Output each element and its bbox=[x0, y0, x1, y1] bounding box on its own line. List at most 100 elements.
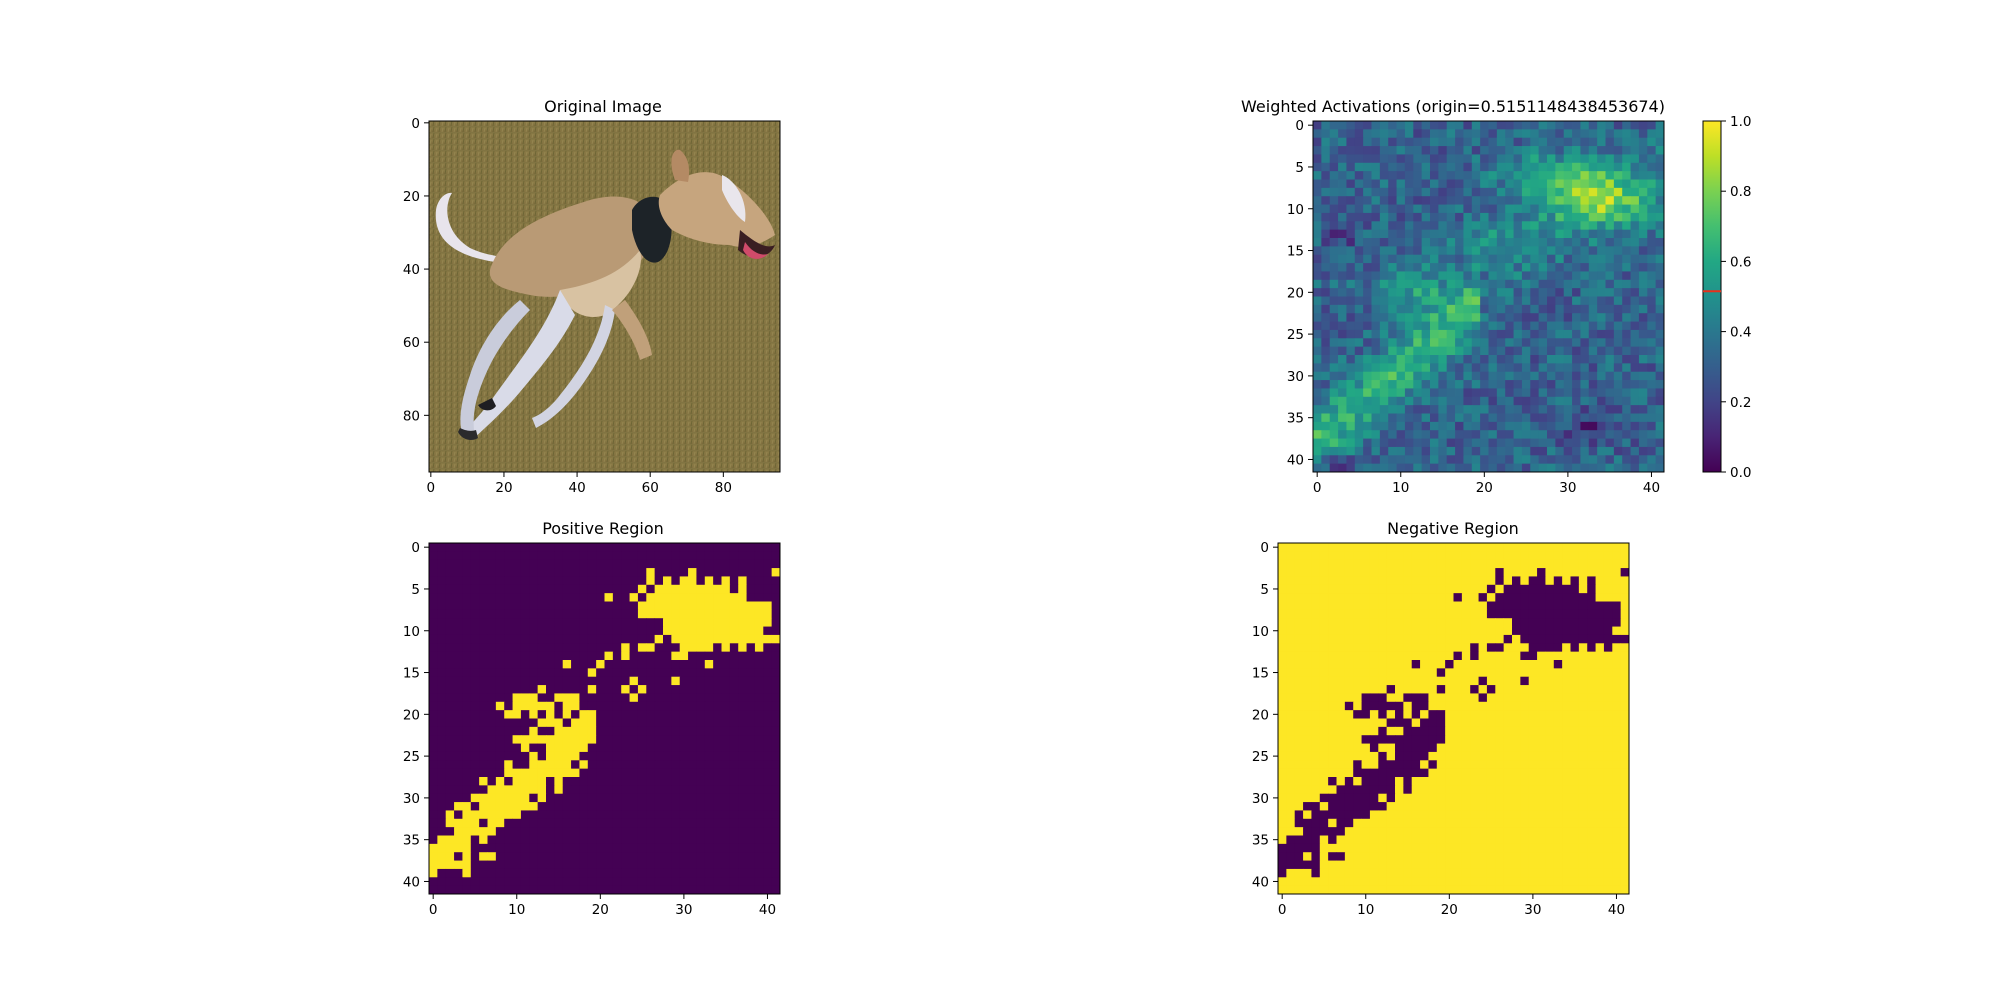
heatmap-cell bbox=[1403, 601, 1413, 611]
heatmap-cell bbox=[1369, 660, 1379, 669]
heatmap-cell bbox=[637, 601, 647, 611]
heatmap-cell bbox=[1572, 196, 1581, 205]
heatmap-cell bbox=[470, 852, 480, 861]
heatmap-cell bbox=[671, 676, 681, 686]
heatmap-cell bbox=[1445, 618, 1454, 627]
heatmap-cell bbox=[637, 818, 647, 828]
heatmap-cell bbox=[1421, 154, 1431, 164]
heatmap-cell bbox=[713, 543, 722, 552]
heatmap-cell bbox=[1369, 634, 1379, 644]
heatmap-cell bbox=[1563, 288, 1573, 297]
heatmap-cell bbox=[746, 693, 756, 703]
heatmap-cell bbox=[1512, 626, 1521, 636]
heatmap-cell bbox=[579, 743, 589, 753]
heatmap-cell bbox=[1638, 405, 1648, 414]
heatmap-cell bbox=[462, 685, 472, 694]
heatmap-cell bbox=[721, 735, 731, 744]
heatmap-cell bbox=[1378, 793, 1388, 803]
heatmap-cell bbox=[1530, 154, 1540, 164]
heatmap-cell bbox=[1622, 179, 1631, 189]
heatmap-cell bbox=[1404, 421, 1414, 431]
heatmap-cell bbox=[1436, 802, 1446, 811]
heatmap-cell bbox=[1570, 743, 1580, 753]
heatmap-cell bbox=[1580, 212, 1590, 222]
heatmap-cell bbox=[1572, 430, 1581, 439]
heatmap-cell bbox=[1321, 388, 1331, 398]
heatmap-cell bbox=[654, 868, 664, 878]
heatmap-cell bbox=[1572, 254, 1581, 264]
heatmap-cell bbox=[1563, 171, 1573, 180]
heatmap-cell bbox=[1369, 726, 1379, 736]
heatmap-cell bbox=[1505, 455, 1514, 465]
heatmap-cell bbox=[1371, 396, 1381, 406]
heatmap-cell bbox=[1338, 129, 1347, 139]
heatmap-cell bbox=[1363, 363, 1372, 373]
heatmap-cell bbox=[721, 593, 731, 602]
heatmap-cell bbox=[704, 868, 714, 878]
heatmap-cell bbox=[479, 743, 488, 753]
heatmap-cell bbox=[1620, 609, 1630, 619]
heatmap-cell bbox=[554, 601, 564, 611]
heatmap-cell bbox=[671, 568, 681, 577]
heatmap-cell bbox=[1613, 154, 1623, 164]
heatmap-cell bbox=[1436, 660, 1446, 669]
heatmap-cell bbox=[429, 743, 438, 753]
heatmap-cell bbox=[1438, 238, 1448, 247]
heatmap-cell bbox=[1563, 338, 1573, 348]
heatmap-cell bbox=[1553, 559, 1563, 569]
heatmap-cell bbox=[1311, 601, 1321, 611]
heatmap-cell bbox=[495, 777, 505, 786]
heatmap-cell bbox=[1563, 430, 1573, 439]
heatmap-cell bbox=[1471, 463, 1481, 473]
heatmap-cell bbox=[1313, 296, 1322, 306]
heatmap-cell bbox=[604, 701, 614, 711]
heatmap-cell bbox=[1311, 760, 1321, 770]
heatmap-cell bbox=[1311, 735, 1321, 744]
heatmap-cell bbox=[1329, 346, 1339, 356]
heatmap-cell bbox=[1638, 288, 1648, 297]
heatmap-cell bbox=[1537, 551, 1546, 561]
heatmap-cell bbox=[1388, 196, 1397, 205]
heatmap-cell bbox=[1547, 271, 1556, 281]
heatmap-cell bbox=[1553, 651, 1563, 661]
heatmap-cell bbox=[1545, 634, 1555, 644]
heatmap-cell bbox=[1354, 221, 1364, 231]
heatmap-cell bbox=[1446, 238, 1456, 247]
heatmap-cell bbox=[688, 651, 697, 661]
heatmap-cell bbox=[1353, 676, 1362, 686]
heatmap-cell bbox=[1403, 651, 1413, 661]
heatmap-cell bbox=[1438, 196, 1448, 205]
heatmap-cell bbox=[571, 668, 580, 678]
heatmap-cell bbox=[1545, 701, 1555, 711]
heatmap-cell bbox=[445, 551, 455, 561]
heatmap-cell bbox=[1378, 609, 1388, 619]
heatmap-cell bbox=[1470, 693, 1479, 703]
heatmap-cell bbox=[445, 634, 455, 644]
heatmap-cell bbox=[1547, 446, 1556, 456]
heatmap-cell bbox=[1371, 271, 1381, 281]
heatmap-cell bbox=[704, 877, 714, 887]
heatmap-cell bbox=[1647, 229, 1657, 239]
heatmap-cell bbox=[1521, 212, 1531, 222]
heatmap-cell bbox=[529, 601, 539, 611]
heatmap-cell bbox=[1612, 626, 1622, 636]
heatmap-cell bbox=[1369, 559, 1379, 569]
heatmap-cell bbox=[704, 726, 714, 736]
heatmap-cell bbox=[1512, 634, 1521, 644]
heatmap-cell bbox=[1438, 279, 1448, 289]
heatmap-cell bbox=[704, 651, 714, 661]
heatmap-cell bbox=[1453, 651, 1463, 661]
heatmap-cell bbox=[1605, 162, 1615, 172]
heatmap-cell bbox=[1562, 601, 1571, 611]
heatmap-cell bbox=[1612, 743, 1622, 753]
heatmap-cell bbox=[1313, 346, 1322, 356]
heatmap-cell bbox=[1563, 196, 1573, 205]
heatmap-cell bbox=[1612, 768, 1622, 778]
heatmap-cell bbox=[1294, 543, 1304, 552]
heatmap-cell bbox=[621, 559, 630, 569]
heatmap-cell bbox=[1553, 551, 1563, 561]
heatmap-cell bbox=[1445, 777, 1454, 786]
heatmap-cell bbox=[696, 877, 706, 887]
heatmap-cell bbox=[587, 785, 597, 795]
heatmap-cell bbox=[1413, 430, 1423, 439]
